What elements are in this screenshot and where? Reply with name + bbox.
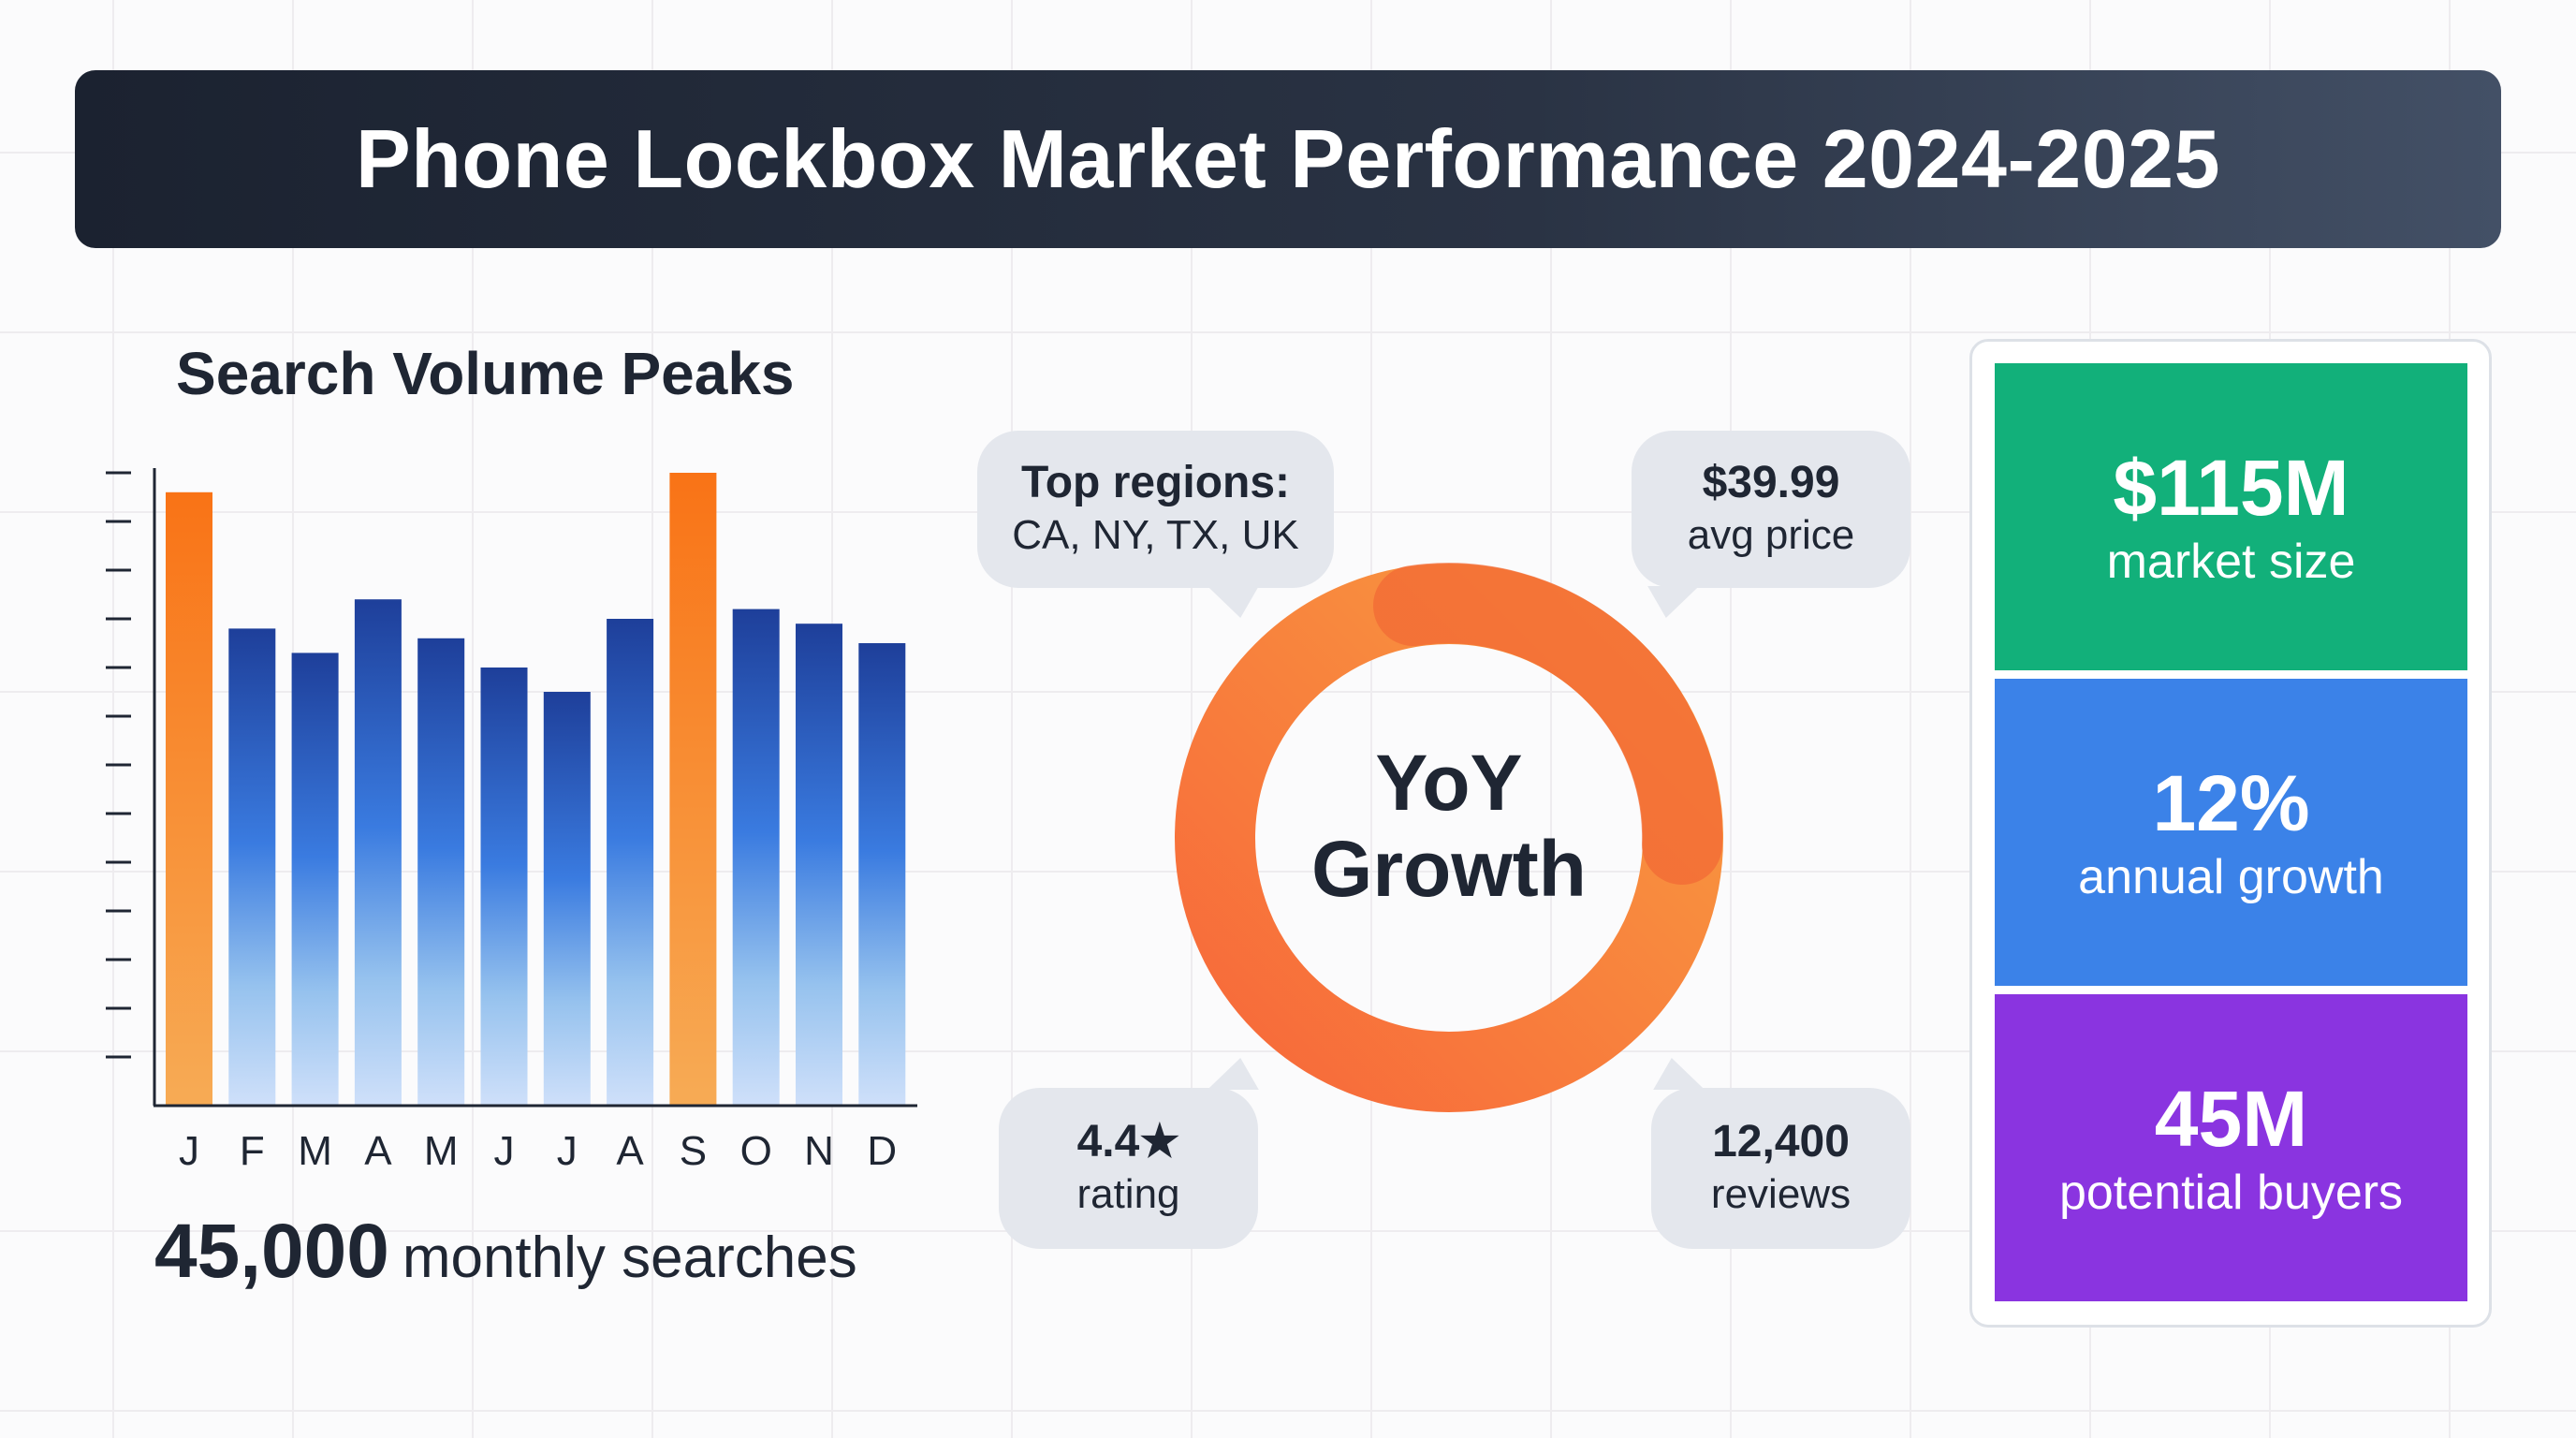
yoy-growth-donut <box>1175 563 1723 1112</box>
x-tick-label: J <box>557 1128 578 1174</box>
x-tick-label: J <box>179 1128 199 1174</box>
kpi-market-size: $115M market size <box>1995 363 2467 670</box>
callout-title: $39.99 <box>1702 458 1840 507</box>
title-banner: Phone Lockbox Market Performance 2024-20… <box>75 70 2501 248</box>
bar-j-6 <box>480 668 528 1106</box>
x-tick-label: D <box>867 1128 897 1174</box>
bar-j-1 <box>166 492 212 1106</box>
donut-label: YoY Growth <box>1262 740 1636 912</box>
bar-m-3 <box>291 653 339 1106</box>
bar-m-5 <box>417 638 465 1106</box>
bar-d-12 <box>858 643 906 1106</box>
monthly-searches-stat: 45,000 monthly searches <box>154 1208 857 1296</box>
x-tick-label: S <box>680 1128 707 1174</box>
bar-a-8 <box>607 619 654 1106</box>
donut-label-line1: YoY <box>1375 739 1523 827</box>
callout-text: avg price <box>1687 512 1855 558</box>
donut-highlight-arc <box>1373 563 1723 885</box>
callout-avg-price: $39.99 avg price <box>1632 431 1910 588</box>
bar-f-2 <box>228 628 276 1106</box>
x-tick-label: F <box>240 1128 265 1174</box>
bar-n-11 <box>796 624 842 1106</box>
callout-text: reviews <box>1710 1171 1852 1217</box>
x-tick-label: N <box>804 1128 834 1174</box>
x-tick-label: O <box>740 1128 772 1174</box>
page-title: Phone Lockbox Market Performance 2024-20… <box>355 112 2221 205</box>
x-tick-label: A <box>616 1128 644 1174</box>
x-tick-label: M <box>424 1128 459 1174</box>
donut-label-line2: Growth <box>1311 825 1587 913</box>
bar-s-9 <box>669 473 717 1106</box>
kpi-label: annual growth <box>2078 850 2384 904</box>
callout-reviews: 12,400 reviews <box>1651 1088 1910 1249</box>
x-tick-label: A <box>364 1128 392 1174</box>
bar-a-4 <box>354 599 402 1106</box>
chart-title: Search Volume Peaks <box>176 340 795 407</box>
kpi-value: 45M <box>2154 1075 2308 1163</box>
kpi-value: $115M <box>2113 444 2349 532</box>
kpi-label: market size <box>2106 535 2356 589</box>
bar-o-10 <box>732 609 780 1106</box>
callout-title: 12,400 <box>1712 1117 1850 1167</box>
kpi-annual-growth: 12% annual growth <box>1995 679 2467 986</box>
bar-j-7 <box>543 692 591 1106</box>
callout-top-regions: Top regions: CA, NY, TX, UK <box>977 431 1334 588</box>
kpi-potential-buyers: 45M potential buyers <box>1995 994 2467 1301</box>
monthly-searches-value: 45,000 <box>154 1209 389 1294</box>
kpi-value: 12% <box>2152 759 2310 847</box>
callout-title: Top regions: <box>1020 458 1291 507</box>
x-tick-label: M <box>298 1128 332 1174</box>
callout-rating: 4.4★ rating <box>999 1088 1258 1249</box>
callout-text: rating <box>1076 1171 1180 1217</box>
callout-text: CA, NY, TX, UK <box>1012 512 1299 558</box>
x-tick-label: J <box>494 1128 515 1174</box>
monthly-searches-label: monthly searches <box>402 1225 857 1290</box>
kpi-label: potential buyers <box>2058 1166 2404 1220</box>
callout-title: 4.4★ <box>1076 1117 1180 1167</box>
